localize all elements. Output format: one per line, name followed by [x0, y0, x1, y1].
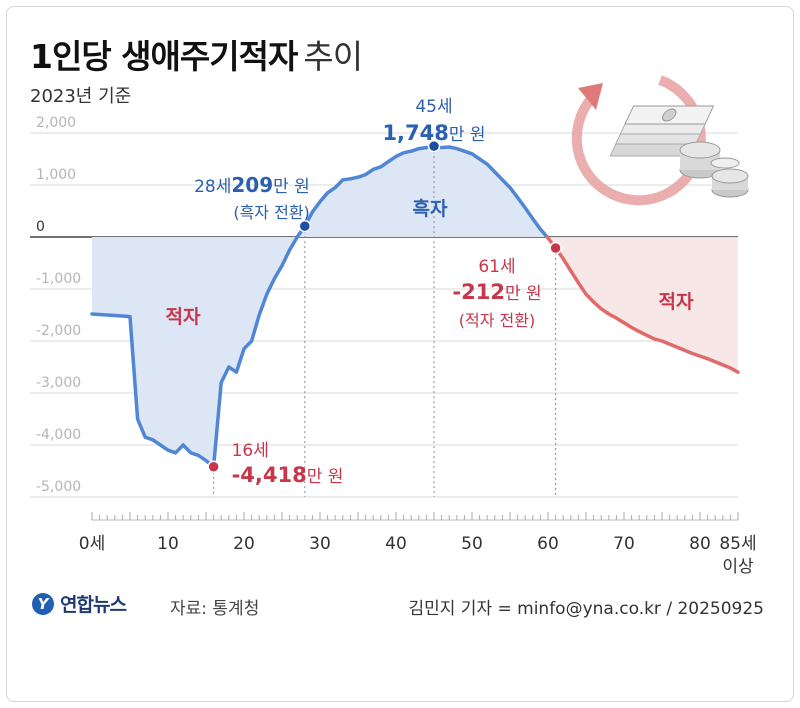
- y-tick-label: 0: [36, 219, 45, 235]
- annotation-value-line: -4,418만 원: [232, 463, 344, 487]
- surplus-area: [92, 146, 548, 467]
- y-tick-label: -1,000: [36, 271, 81, 287]
- x-tick-label: 60: [537, 534, 559, 554]
- annotation-age: 61세: [478, 257, 515, 277]
- reporter-credit: 김민지 기자 = minfo@yna.co.kr / 20250925: [408, 599, 764, 619]
- data-point-min: [207, 460, 220, 473]
- subtitle: 2023년 기준: [30, 86, 132, 107]
- logo-text: 연합뉴스: [60, 594, 127, 616]
- x-tick-label-secondary: 이상: [722, 557, 754, 577]
- annotation-value: -212: [452, 280, 505, 304]
- x-tick-label: 30: [309, 534, 331, 554]
- annotation-value: 1,748: [382, 121, 448, 145]
- x-tick-label: 0세: [79, 534, 105, 554]
- y-tick-label: -5,000: [36, 479, 81, 495]
- region-label-deficit-left: 적자: [166, 306, 201, 328]
- y-tick-label: 2,000: [36, 115, 76, 131]
- annotation-unit: 만 원: [505, 284, 542, 304]
- annotation-age: 16세: [232, 441, 269, 461]
- annotation-value-line: -212만 원: [452, 280, 541, 304]
- x-tick-label: 40: [385, 534, 407, 554]
- yonhap-logo-icon: Y: [32, 592, 54, 615]
- annotation-age: 45세: [415, 97, 452, 117]
- data-source: 자료: 통계청: [170, 599, 260, 619]
- annotation-unit: 만 원: [273, 177, 310, 197]
- annotation-value-line: 1,748만 원: [382, 121, 485, 145]
- annotation-age: 28세: [194, 177, 231, 197]
- x-tick-label: 85세: [719, 534, 756, 554]
- series-line: [90, 144, 740, 469]
- title-sub: 추이: [303, 37, 363, 76]
- title: 1인당 생애주기적자 추이: [30, 30, 363, 78]
- deficit-line: [545, 235, 740, 374]
- annotation-note: (적자 전환): [459, 311, 535, 330]
- y-tick-label: -3,000: [36, 375, 81, 391]
- x-tick-label: 70: [613, 534, 635, 554]
- annotation-value: -4,418: [232, 463, 307, 487]
- data-point-turn-surplus: [298, 219, 312, 233]
- x-tick-label: 10: [157, 534, 179, 554]
- annotation-unit: 만 원: [449, 125, 486, 145]
- data-point-turn-deficit: [549, 241, 562, 255]
- y-tick-label: 1,000: [36, 167, 76, 183]
- deficit-area: [547, 237, 738, 373]
- money-cycle-icon: [571, 75, 749, 206]
- area-fills: [92, 146, 738, 467]
- surplus-line: [90, 144, 549, 469]
- axes: 2,000 1,000 0 -1,000 -2,000 -3,000 -4,000 -5,00…: [36, 115, 757, 577]
- publisher-logo: Y 연합뉴스: [32, 590, 127, 617]
- y-tick-label: -2,000: [36, 323, 81, 339]
- annotation-note: (흑자 전환): [233, 203, 309, 222]
- annotation-label: 28세209만 원: [194, 173, 310, 197]
- title-main: 1인당 생애주기적자: [30, 37, 298, 76]
- data-point-max: [427, 139, 441, 153]
- y-tick-label: -4,000: [36, 427, 81, 443]
- region-label-surplus: 흑자: [413, 197, 448, 220]
- annotation-value: 209: [231, 173, 273, 197]
- annotation-unit: 만 원: [307, 467, 344, 487]
- x-tick-label: 20: [233, 534, 255, 554]
- region-label-deficit-right: 적자: [659, 291, 694, 313]
- x-tick-label: 50: [461, 534, 483, 554]
- x-tick-label: 80: [689, 534, 711, 554]
